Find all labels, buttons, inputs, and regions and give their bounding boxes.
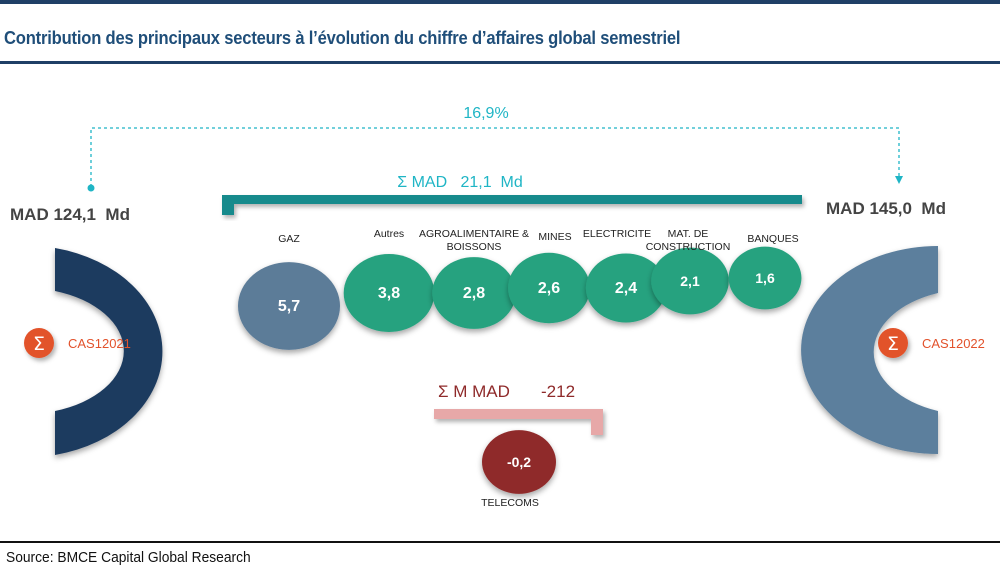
category-label: TELECOMS: [481, 497, 539, 509]
category-label: BANQUES: [747, 233, 798, 245]
bubble-7: [728, 246, 802, 310]
bubble-2: [343, 254, 435, 332]
bubble-value-label: 2,1: [680, 273, 700, 289]
positive-total-bar: [222, 195, 802, 215]
growth-connector: [90, 127, 900, 187]
start-arc: [55, 248, 163, 455]
source-note: Source: BMCE Capital Global Research: [6, 549, 251, 566]
category-label: Autres: [374, 228, 404, 240]
bubble-value-label: 2,8: [463, 285, 485, 302]
end-arc: [801, 246, 938, 454]
category-label: GAZ: [278, 233, 300, 245]
bubble-value-label: 5,7: [278, 298, 300, 315]
category-label: MINES: [538, 231, 571, 243]
sigma-glyph: Σ: [887, 333, 899, 355]
negative-total-value: -212: [541, 382, 575, 401]
growth-start-dot: [87, 184, 95, 192]
bubble-value-label: 1,6: [755, 270, 775, 286]
growth-label: 16,9%: [463, 105, 508, 122]
title-divider: [0, 61, 1000, 64]
negative-total-prefix: Σ M MAD: [438, 382, 510, 401]
bubble-4: [508, 252, 590, 324]
start-value-label: MAD 124,1 Md: [10, 205, 130, 224]
bubble-5: [585, 253, 667, 323]
sigma-glyph: Σ: [33, 333, 45, 355]
category-label: ELECTRICITE: [583, 228, 651, 240]
bubble-series: 5,7 GAZ 3,8 Autres 2,8 AGROALIMENTAIRE & BOISS…: [238, 228, 802, 509]
category-label: MAT. DE CONSTRUCTION: [646, 228, 731, 253]
bubble-value-label: 3,8: [378, 285, 400, 302]
bubble-3: [432, 257, 516, 329]
end-badge-label: CAS12022: [922, 336, 985, 351]
start-badge-label: CAS12021: [68, 336, 131, 351]
sigma-icon: [24, 328, 54, 358]
bubble-1: [238, 262, 340, 350]
bubble-value-label: -0,2: [507, 454, 531, 470]
bubble-8: [482, 430, 556, 494]
bubble-6: [651, 247, 729, 315]
growth-arrow-icon: [895, 176, 903, 184]
page-title: Contribution des principaux secteurs à l…: [4, 28, 681, 48]
negative-total-bar: [434, 409, 603, 435]
bubble-value-label: 2,6: [538, 280, 560, 297]
bubble-value-label: 2,4: [615, 280, 637, 297]
category-label: AGROALIMENTAIRE & BOISSONS: [419, 228, 529, 253]
end-value-label: MAD 145,0 Md: [826, 199, 946, 218]
top-rule: [0, 0, 1000, 4]
footer-divider: [0, 541, 1000, 543]
sigma-icon: [878, 328, 908, 358]
bubble-chart: 16,9% Σ MAD 21,1 Md MAD 124,1 Md MAD 145…: [10, 105, 985, 509]
positive-total-label: Σ MAD 21,1 Md: [397, 174, 522, 191]
